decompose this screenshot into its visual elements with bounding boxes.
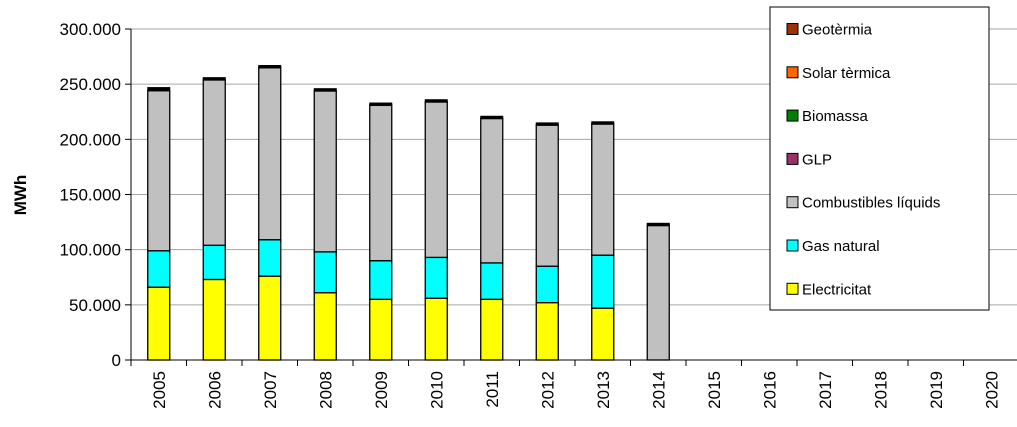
bar-segment (480, 117, 504, 264)
legend-label: Combustibles líquids (802, 195, 940, 212)
bar-segment (369, 298, 393, 361)
bar-segment (591, 123, 615, 256)
x-tick-label: 2006 (205, 371, 224, 409)
y-tick-label: 50.000 (69, 296, 121, 315)
bar-segment (313, 251, 337, 294)
bar-cap (646, 222, 670, 227)
x-tick-label: 2012 (538, 371, 557, 409)
bar-segment (480, 262, 504, 300)
bar-cap (258, 65, 282, 69)
legend-label: GLP (802, 151, 832, 168)
bar-segment (202, 278, 226, 361)
x-tick-label: 2005 (150, 371, 169, 409)
bar-segment (202, 79, 226, 246)
legend-swatch (786, 23, 799, 35)
bar-cap (147, 87, 171, 91)
bar-segment (535, 124, 559, 267)
bars (147, 65, 670, 361)
legend-label: Electricitat (802, 281, 872, 298)
x-tick-label: 2008 (316, 371, 335, 409)
legend-label: Gas natural (802, 238, 880, 255)
bar-segment (424, 256, 448, 299)
x-tick-label: 2007 (261, 371, 280, 409)
x-tick-labels: 2005 2006 2007 2008 2009 2010 2011 2012 2013 2014… (150, 371, 1002, 409)
legend-swatch (786, 239, 799, 252)
bar-segment (147, 90, 171, 252)
legend-swatch (786, 66, 799, 79)
legend-swatch (786, 152, 799, 165)
bar-cap (202, 77, 226, 81)
x-tick-label: 2013 (594, 371, 613, 409)
bar-segment (258, 66, 282, 241)
bar-segment (202, 244, 226, 281)
bar-segment (535, 301, 559, 361)
bar-cap (591, 121, 615, 125)
bar-cap (535, 122, 559, 126)
y-tick-label: 150.000 (60, 186, 121, 205)
x-tick-label: 2015 (705, 371, 724, 409)
y-tick-label: 0 (112, 351, 121, 370)
y-tick-labels: 0 50.000 100.000 150.000 200.000 250.000 300.0… (60, 20, 121, 370)
x-tick-label: 2010 (427, 371, 446, 409)
bar-cap (313, 88, 337, 92)
legend: Geotèrmia Solar tèrmica Biomassa GLP Combust… (769, 6, 990, 311)
bar-segment (369, 260, 393, 300)
legend-box (769, 6, 990, 311)
bar-segment (424, 297, 448, 361)
bar-segment (424, 101, 448, 259)
x-tick-label: 2018 (871, 371, 890, 409)
x-tick-label: 2014 (649, 371, 668, 409)
bar-segment (480, 298, 504, 361)
bar-segment (313, 90, 337, 253)
legend-label: Solar tèrmica (802, 65, 891, 82)
bar-segment (535, 265, 559, 304)
x-tick-label: 2011 (483, 371, 502, 408)
x-tick-label: 2009 (372, 371, 391, 409)
bar-segment (258, 239, 282, 277)
y-tick-label: 100.000 (60, 241, 121, 260)
x-tick-label: 2016 (760, 371, 779, 409)
bar-segment (147, 286, 171, 361)
legend-swatch (786, 196, 799, 209)
x-tick-label: 2020 (982, 371, 1001, 409)
bar-cap (480, 115, 504, 120)
bar-segment (369, 104, 393, 262)
legend-label: Biomassa (802, 108, 869, 125)
x-tick-label: 2019 (927, 371, 946, 409)
y-axis-title: MWh (11, 175, 30, 216)
legend-swatch (786, 109, 799, 122)
x-tick-label: 2017 (816, 371, 835, 409)
bar-segment (591, 307, 615, 361)
y-tick-label: 250.000 (60, 75, 121, 94)
bar-segment (313, 292, 337, 361)
legend-swatch (786, 282, 799, 295)
bar-cap (369, 102, 393, 107)
bar-segment (646, 224, 670, 361)
bar-cap (424, 99, 448, 103)
bar-segment (147, 250, 171, 288)
axes (130, 29, 1017, 366)
y-tick-label: 200.000 (60, 130, 121, 149)
bar-segment (258, 275, 282, 361)
legend-label: Geotèrmia (802, 22, 873, 39)
y-tick-label: 300.000 (60, 20, 121, 39)
bar-segment (591, 254, 615, 309)
